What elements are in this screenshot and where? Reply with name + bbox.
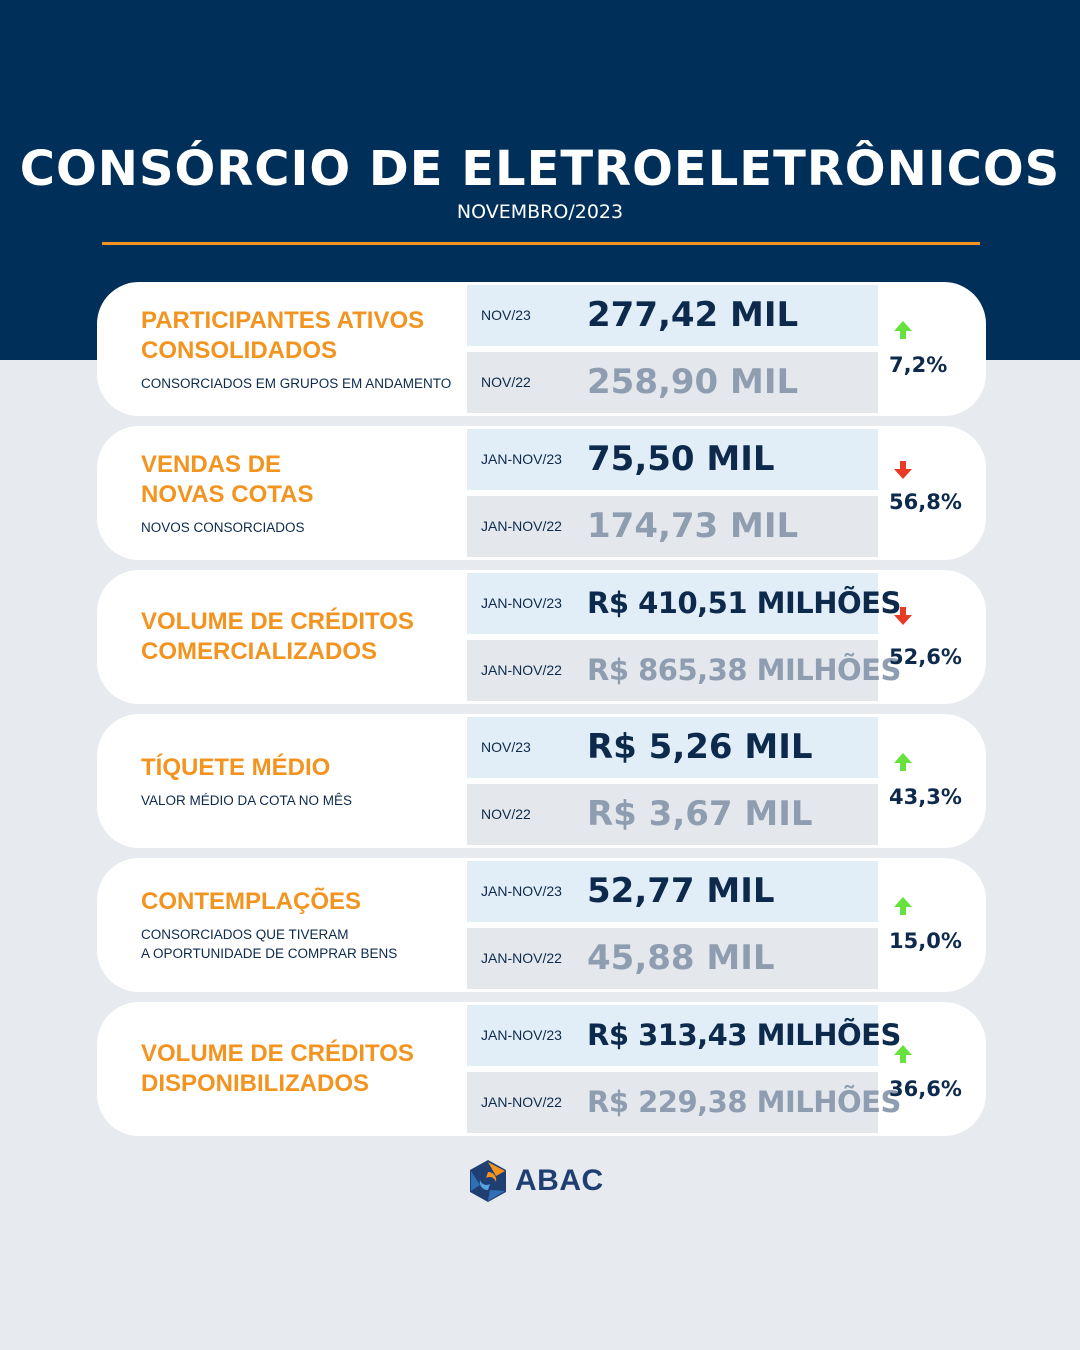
previous-row: JAN-NOV/22 R$ 865,38 MILHÕES — [467, 640, 901, 701]
metric-description: VALOR MÉDIO DA COTA NO MÊS — [141, 792, 353, 808]
current-period: NOV/23 — [481, 739, 531, 755]
metric-label: VENDAS DE NOVAS COTAS NOVOS CONSORCIADOS — [141, 426, 461, 560]
previous-row: JAN-NOV/22 R$ 229,38 MILHÕES — [467, 1072, 901, 1133]
previous-period: JAN-NOV/22 — [481, 518, 562, 534]
metric-card: PARTICIPANTES ATIVOS CONSOLIDADOS CONSOR… — [97, 282, 986, 416]
metric-description: CONSORCIADOS EM GRUPOS EM ANDAMENTO — [141, 375, 452, 391]
change-percent: 56,8% — [889, 490, 962, 514]
metric-card: VOLUME DE CRÉDITOS DISPONIBILIZADOS JAN-… — [97, 1002, 986, 1136]
logo-text: ABAC — [515, 1164, 604, 1197]
previous-value: 258,90 MIL — [587, 362, 799, 402]
metric-card: VENDAS DE NOVAS COTAS NOVOS CONSORCIADOS… — [97, 426, 986, 560]
metric-description: NOVOS CONSORCIADOS — [141, 519, 305, 535]
header-divider — [102, 242, 980, 245]
arrow-up-icon — [894, 897, 912, 915]
previous-period: JAN-NOV/22 — [481, 950, 562, 966]
metric-label: VOLUME DE CRÉDITOS COMERCIALIZADOS — [141, 570, 461, 704]
arrow-up-icon — [894, 753, 912, 771]
current-period: NOV/23 — [481, 307, 531, 323]
metric-title: VENDAS DE NOVAS COTAS — [141, 450, 314, 508]
current-row: NOV/23 277,42 MIL — [467, 285, 878, 346]
previous-period: JAN-NOV/22 — [481, 1094, 562, 1110]
arrow-up-icon — [894, 321, 912, 339]
metric-label: CONTEMPLAÇÕES CONSORCIADOS QUE TIVERAM A… — [141, 858, 461, 992]
previous-period: JAN-NOV/22 — [481, 662, 562, 678]
previous-period: NOV/22 — [481, 374, 531, 390]
current-period: JAN-NOV/23 — [481, 451, 562, 467]
previous-period: NOV/22 — [481, 806, 531, 822]
change-percent: 7,2% — [889, 353, 948, 377]
change-percent: 43,3% — [889, 785, 962, 809]
previous-value: R$ 229,38 MILHÕES — [587, 1085, 901, 1119]
metric-title: VOLUME DE CRÉDITOS COMERCIALIZADOS — [141, 608, 414, 665]
current-value: 277,42 MIL — [587, 295, 799, 335]
metric-title: TÍQUETE MÉDIO — [141, 753, 331, 781]
arrow-up-icon — [894, 1045, 912, 1063]
metric-title: PARTICIPANTES ATIVOS CONSOLIDADOS — [141, 306, 425, 364]
abac-logo: ABAC — [466, 1158, 616, 1204]
metric-label: TÍQUETE MÉDIO VALOR MÉDIO DA COTA NO MÊS — [141, 714, 461, 848]
change-percent: 15,0% — [889, 929, 962, 953]
arrow-down-icon — [894, 461, 912, 479]
previous-row: JAN-NOV/22 45,88 MIL — [467, 928, 878, 989]
metric-title: CONTEMPLAÇÕES — [141, 888, 362, 915]
previous-row: NOV/22 R$ 3,67 MIL — [467, 784, 878, 845]
current-row: JAN-NOV/23 R$ 410,51 MILHÕES — [467, 573, 901, 634]
previous-row: NOV/22 258,90 MIL — [467, 352, 878, 413]
arrow-down-icon — [894, 607, 912, 625]
page-title: CONSÓRCIO DE ELETROELETRÔNICOS — [19, 141, 1061, 197]
current-value: R$ 5,26 MIL — [587, 727, 813, 767]
current-period: JAN-NOV/23 — [481, 1027, 562, 1043]
previous-row: JAN-NOV/22 174,73 MIL — [467, 496, 878, 557]
current-row: JAN-NOV/23 52,77 MIL — [467, 861, 878, 922]
metric-label: VOLUME DE CRÉDITOS DISPONIBILIZADOS — [141, 1002, 461, 1136]
current-value: 52,77 MIL — [587, 871, 775, 911]
previous-value: R$ 3,67 MIL — [587, 794, 813, 834]
current-row: JAN-NOV/23 75,50 MIL — [467, 429, 878, 490]
previous-value: R$ 865,38 MILHÕES — [587, 653, 901, 687]
previous-value: 174,73 MIL — [587, 506, 799, 546]
change-percent: 36,6% — [889, 1077, 962, 1101]
abac-hexagon-icon — [470, 1160, 506, 1202]
current-value: R$ 410,51 MILHÕES — [587, 586, 901, 620]
current-row: NOV/23 R$ 5,26 MIL — [467, 717, 878, 778]
current-period: JAN-NOV/23 — [481, 595, 562, 611]
current-period: JAN-NOV/23 — [481, 883, 562, 899]
current-value: 75,50 MIL — [587, 439, 775, 479]
metric-title: VOLUME DE CRÉDITOS DISPONIBILIZADOS — [141, 1040, 414, 1097]
metric-card: VOLUME DE CRÉDITOS COMERCIALIZADOS JAN-N… — [97, 570, 986, 704]
previous-value: 45,88 MIL — [587, 938, 775, 978]
metric-description: CONSORCIADOS QUE TIVERAM A OPORTUNIDADE … — [141, 927, 398, 961]
metric-card: TÍQUETE MÉDIO VALOR MÉDIO DA COTA NO MÊS… — [97, 714, 986, 848]
metric-card: CONTEMPLAÇÕES CONSORCIADOS QUE TIVERAM A… — [97, 858, 986, 992]
current-value: R$ 313,43 MILHÕES — [587, 1018, 901, 1052]
metric-label: PARTICIPANTES ATIVOS CONSOLIDADOS CONSOR… — [141, 282, 461, 416]
change-percent: 52,6% — [889, 645, 962, 669]
page-subtitle: NOVEMBRO/2023 — [456, 201, 624, 223]
current-row: JAN-NOV/23 R$ 313,43 MILHÕES — [467, 1005, 901, 1066]
